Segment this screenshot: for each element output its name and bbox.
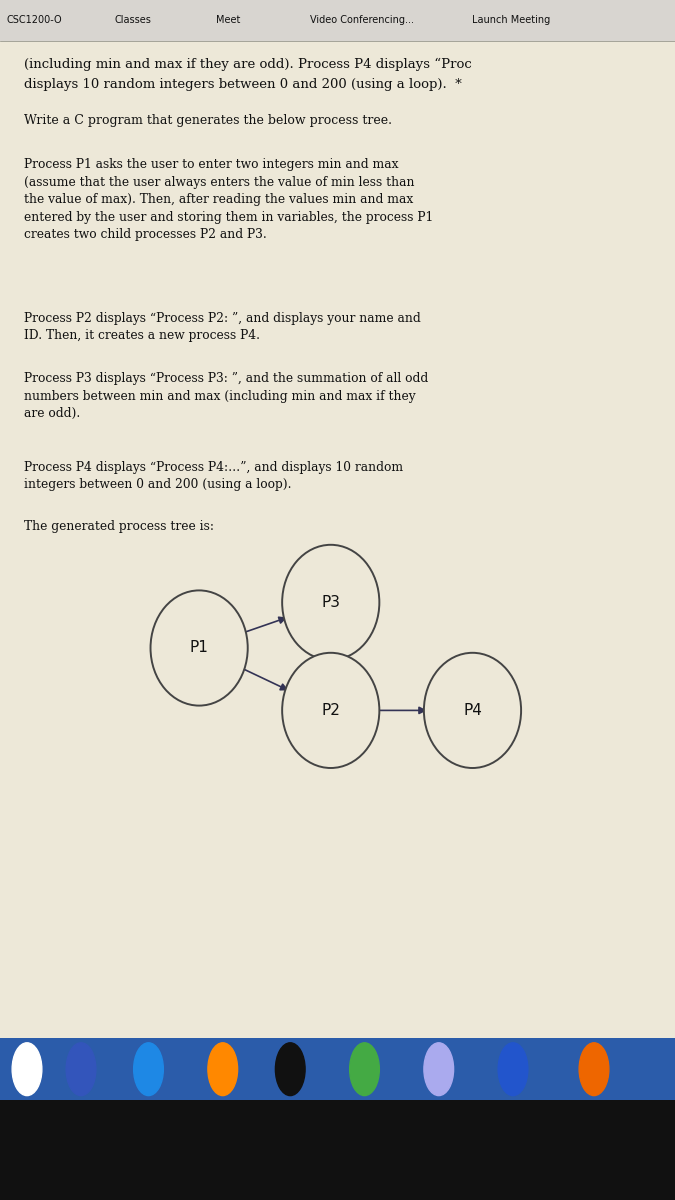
Text: Meet: Meet — [216, 16, 240, 25]
Circle shape — [498, 1043, 528, 1096]
Text: Video Conferencing...: Video Conferencing... — [310, 16, 414, 25]
Circle shape — [275, 1043, 305, 1096]
Text: P2: P2 — [321, 703, 340, 718]
Text: Write a C program that generates the below process tree.: Write a C program that generates the bel… — [24, 114, 391, 127]
Text: P4: P4 — [463, 703, 482, 718]
Bar — [0, 41, 675, 1038]
Circle shape — [12, 1043, 42, 1096]
Text: Process P4 displays “Process P4:…”, and displays 10 random
integers between 0 an: Process P4 displays “Process P4:…”, and … — [24, 461, 403, 491]
Text: P1: P1 — [190, 641, 209, 655]
Text: displays 10 random integers between 0 and 200 (using a loop).  *: displays 10 random integers between 0 an… — [24, 78, 462, 91]
Text: Launch Meeting: Launch Meeting — [472, 16, 551, 25]
Bar — [0, 1038, 675, 1100]
Circle shape — [208, 1043, 238, 1096]
Circle shape — [350, 1043, 379, 1096]
Text: Process P1 asks the user to enter two integers min and max
(assume that the user: Process P1 asks the user to enter two in… — [24, 158, 433, 241]
Ellipse shape — [424, 653, 521, 768]
Text: Process P3 displays “Process P3: ”, and the summation of all odd
numbers between: Process P3 displays “Process P3: ”, and … — [24, 372, 428, 420]
Text: The generated process tree is:: The generated process tree is: — [24, 520, 213, 533]
Circle shape — [134, 1043, 163, 1096]
Circle shape — [66, 1043, 96, 1096]
Text: Process P2 displays “Process P2: ”, and displays your name and
ID. Then, it crea: Process P2 displays “Process P2: ”, and … — [24, 312, 421, 342]
Bar — [0, 0, 675, 41]
Text: P3: P3 — [321, 595, 340, 610]
Circle shape — [579, 1043, 609, 1096]
Text: CSC1200-O: CSC1200-O — [7, 16, 62, 25]
Text: Classes: Classes — [115, 16, 152, 25]
Ellipse shape — [282, 653, 379, 768]
Ellipse shape — [151, 590, 248, 706]
Bar — [0, 1100, 675, 1200]
Text: (including min and max if they are odd). Process P4 displays “Proc: (including min and max if they are odd).… — [24, 58, 471, 71]
Circle shape — [424, 1043, 454, 1096]
Ellipse shape — [282, 545, 379, 660]
